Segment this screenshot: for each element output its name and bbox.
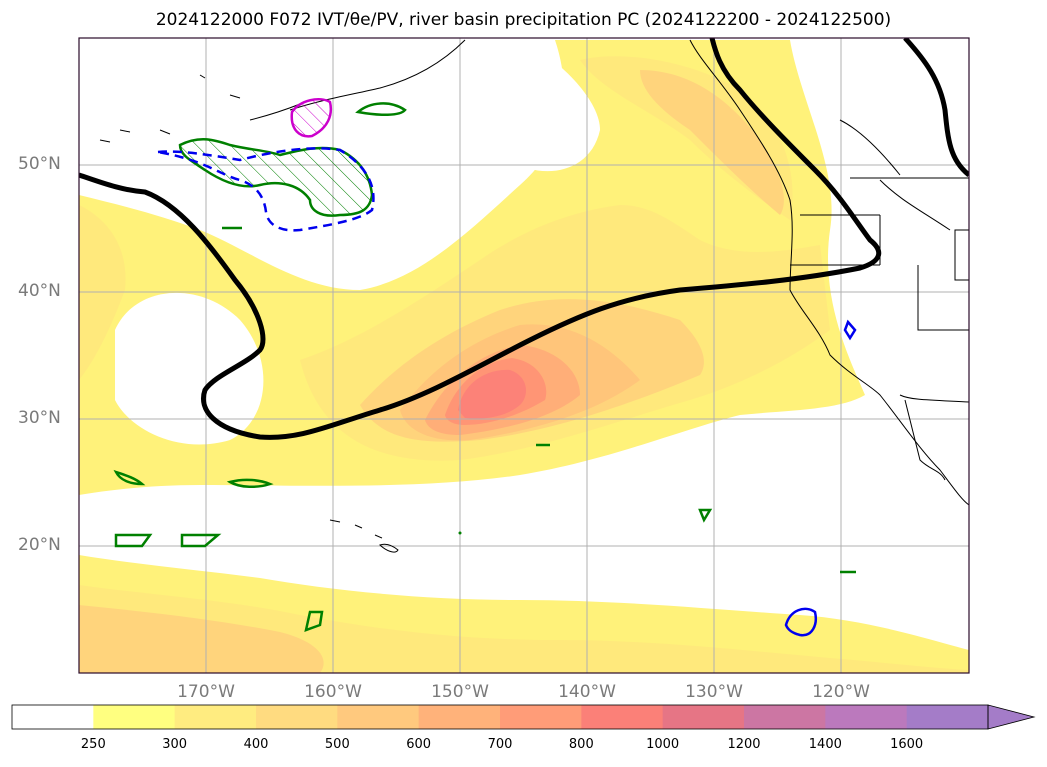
lon-label-130w: 130°W (685, 682, 743, 702)
ivt-band-800 (458, 369, 526, 419)
ivt-shading (79, 38, 969, 673)
colorbar-cell (174, 705, 257, 729)
colorbar-cell (906, 705, 989, 729)
colorbar-cell (500, 705, 582, 729)
colorbar-tick-label: 500 (324, 737, 350, 752)
ivt-gap-west (115, 292, 264, 445)
colorbar-tick-label: 1600 (890, 737, 924, 752)
colorbar-tick-label: 400 (243, 737, 269, 752)
colorbar-cell (418, 705, 501, 729)
lon-label-120w: 120°W (812, 682, 870, 702)
colorbar-cell (662, 705, 745, 729)
pv-contours-negative (157, 147, 375, 232)
colorbar-cell (581, 705, 664, 729)
colorbar-tick-label: 1200 (727, 737, 761, 752)
lat-label-50n: 50°N (18, 154, 61, 174)
theta-e-contours (79, 38, 969, 440)
colorbar-extend-arrow (987, 704, 1036, 730)
colorbar-cell (744, 705, 826, 729)
pv-dot (458, 531, 462, 535)
colorbar-tick-label: 700 (487, 737, 513, 752)
lat-label-20n: 20°N (18, 535, 61, 555)
lon-label-160w: 160°W (304, 682, 362, 702)
lat-label-30n: 30°N (18, 408, 61, 428)
colorbar-cell (337, 705, 420, 729)
colorbar-tick-label: 250 (80, 737, 106, 752)
ivt-band-south-400 (79, 605, 324, 673)
colorbar (11, 704, 1036, 730)
pv-contours-small (113, 102, 856, 632)
magenta-contour (290, 98, 332, 138)
lon-label-140w: 140°W (558, 682, 616, 702)
colorbar-tick-label: 600 (406, 737, 432, 752)
colorbar-tick-label: 1400 (808, 737, 842, 752)
pv-contours-positive (178, 138, 374, 217)
ivt-band-400-north (640, 70, 784, 215)
colorbar-cell (12, 705, 94, 729)
colorbar-tick-label: 1000 (646, 737, 680, 752)
colorbar-cell (256, 705, 338, 729)
ivt-band-300-north (580, 56, 793, 220)
map-frame (78, 37, 970, 674)
colorbar-cells (12, 705, 989, 729)
colorbar-tick-label: 300 (162, 737, 188, 752)
lon-label-150w: 150°W (431, 682, 489, 702)
ivt-gap-north (440, 38, 600, 172)
map-figure (78, 37, 970, 674)
colorbar-tick-label: 800 (568, 737, 594, 752)
pv-contours-blue-solid (784, 319, 857, 637)
colorbar-frame (11, 704, 989, 730)
lon-label-170w: 170°W (177, 682, 235, 702)
map-title: 2024122000 F072 IVT/θe/PV, river basin p… (155, 10, 892, 30)
colorbar-cell (93, 705, 176, 729)
colorbar-cell (825, 705, 908, 729)
lat-label-40n: 40°N (18, 281, 61, 301)
